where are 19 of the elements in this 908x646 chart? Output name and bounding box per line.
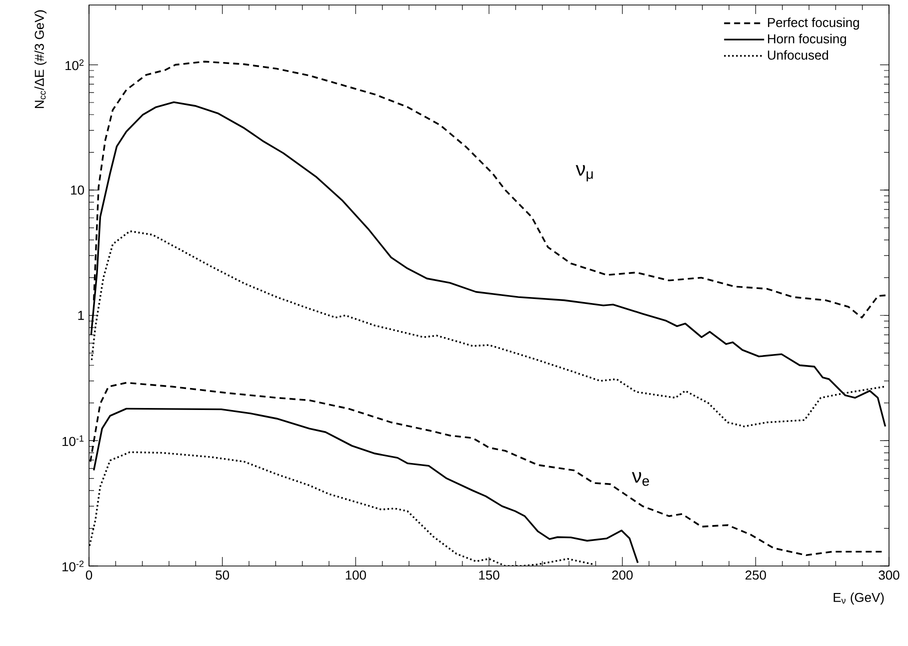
y-axis-title: N$_{cc}$/ΔE (#/3 GeV) xyxy=(34,10,46,108)
x-axis-title: E$_{ν}$ (GeV) xyxy=(834,592,884,605)
x-tick-label: 0 xyxy=(86,570,92,580)
x-tick-label: 150 xyxy=(479,570,500,580)
x-tick-label: 200 xyxy=(612,570,633,580)
y-tick-label: 10$^{-2}$ xyxy=(62,560,84,572)
x-tick-label: 50 xyxy=(216,570,230,580)
legend-label: Horn focusing xyxy=(768,34,846,46)
legend-label: Unfocused xyxy=(768,50,828,60)
annotation: ν$_{e}$ xyxy=(632,472,650,486)
y-tick-label: 10$^{-1}$ xyxy=(62,435,84,446)
x-tick-label: 250 xyxy=(746,570,766,580)
y-tick-label: 1 xyxy=(78,310,84,320)
x-tick-label: 300 xyxy=(878,570,900,580)
annotation: ν$_{μ}$ xyxy=(576,165,593,182)
y-tick-label: 10 xyxy=(71,185,84,195)
legend-label: Perfect focusing xyxy=(768,18,859,30)
y-tick-label: 10$^{2}$ xyxy=(66,59,84,70)
x-tick-label: 100 xyxy=(346,570,366,580)
